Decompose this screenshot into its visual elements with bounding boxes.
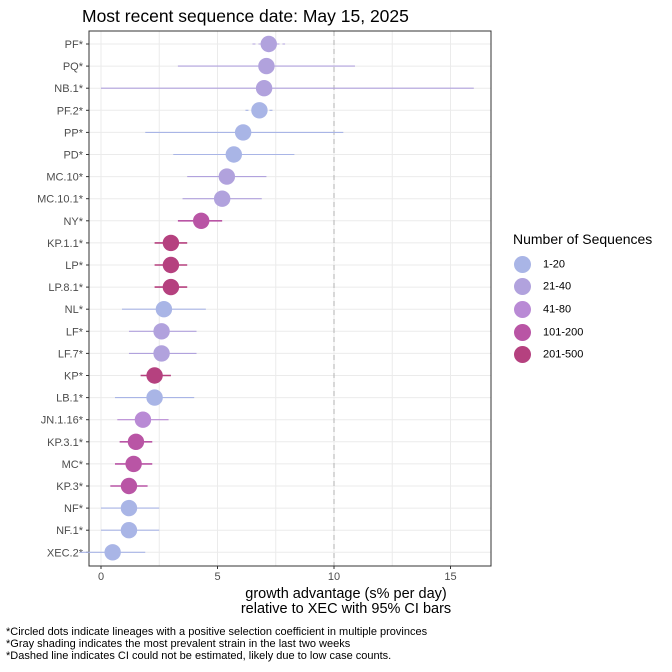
legend-item-41-80: 41-80 — [514, 301, 571, 318]
lineage-point — [251, 102, 268, 119]
x-tick-label: 15 — [444, 571, 456, 583]
y-tick-label: KP.3* — [56, 481, 83, 493]
legend-label-1-20: 1-20 — [543, 258, 566, 271]
y-tick-label: LF.7* — [58, 348, 84, 360]
y-tick-label: PF.2* — [57, 105, 84, 117]
y-tick-label: LP* — [65, 260, 83, 272]
legend-key-41-80 — [514, 301, 531, 318]
lineage-point — [155, 301, 173, 318]
x-tick-label: 0 — [98, 571, 104, 583]
y-tick-label: MC* — [62, 459, 84, 471]
legend-key-1-20 — [514, 256, 531, 273]
plot-panel-border — [88, 30, 492, 567]
footnote-gray-shading: *Gray shading indicates the most prevale… — [6, 638, 351, 650]
legend-item-101-200: 101-200 — [514, 324, 583, 341]
legend-label-101-200: 101-200 — [543, 326, 584, 339]
y-tick-label: XEC.2* — [47, 547, 84, 559]
legend-key-21-40 — [514, 278, 531, 295]
lineage-point — [146, 367, 163, 384]
lineage-point — [127, 433, 145, 450]
legend-item-21-40: 21-40 — [514, 278, 571, 295]
y-tick-label: NL* — [65, 304, 84, 316]
y-tick-label: PP* — [64, 127, 84, 139]
lineage-point — [162, 234, 180, 252]
lineage-point — [260, 35, 277, 53]
lineage-point — [234, 124, 252, 141]
lineage-point — [146, 389, 163, 406]
lineage-point — [125, 455, 142, 473]
y-tick-label: PF* — [65, 39, 84, 51]
lineage-point — [258, 57, 275, 75]
y-tick-label: PD* — [63, 150, 83, 162]
y-tick-label: NY* — [63, 216, 83, 228]
lineage-point — [120, 499, 138, 517]
y-tick-label: JN.1.16* — [41, 415, 84, 427]
y-tick-label: MC.10* — [46, 172, 83, 184]
y-tick-label: NF* — [64, 503, 84, 515]
footnote-dashed-line: *Dashed line indicates CI could not be e… — [6, 650, 392, 662]
lineage-point — [213, 190, 231, 207]
lineage-point — [120, 522, 138, 539]
footnote-circled-dots: *Circled dots indicate lineages with a p… — [6, 626, 428, 638]
legend-label-201-500: 201-500 — [543, 348, 584, 361]
x-tick-label: 5 — [214, 571, 220, 583]
legend-item-201-500: 201-500 — [514, 346, 583, 363]
x-axis-label-line1: growth advantage (s% per day) — [245, 586, 447, 602]
y-tick-label: NF.1* — [56, 525, 84, 537]
legend-key-101-200 — [514, 324, 531, 341]
legend-label-21-40: 21-40 — [543, 280, 572, 293]
lineage-point — [104, 544, 121, 561]
legend-title: Number of Sequences — [513, 231, 653, 247]
y-tick-label: KP* — [64, 371, 84, 383]
legend-item-1-20: 1-20 — [514, 256, 565, 273]
lineage-point — [225, 146, 243, 163]
y-tick-label: LB.1* — [56, 393, 84, 405]
legend-key-201-500 — [514, 346, 531, 363]
lineage-point — [153, 345, 170, 362]
chart-title: Most recent sequence date: May 15, 2025 — [82, 6, 409, 26]
y-tick-label: MC.10.1* — [37, 194, 84, 206]
y-tick-label: NB.1* — [54, 83, 83, 95]
y-tick-label: LF* — [66, 326, 84, 338]
legend-label-41-80: 41-80 — [543, 303, 572, 316]
lineage-point — [134, 411, 152, 428]
y-tick-label: LP.8.1* — [48, 282, 83, 294]
lineage-point — [162, 256, 180, 274]
y-tick-label: PQ* — [63, 61, 84, 73]
x-tick-label: 10 — [328, 571, 340, 583]
lineage-point — [153, 323, 170, 340]
y-tick-label: KP.3.1* — [47, 437, 84, 449]
lineage-point — [218, 168, 236, 185]
x-axis-label-line2: relative to XEC with 95% CI bars — [240, 601, 452, 617]
lineage-point — [162, 278, 180, 296]
lineage-point — [255, 80, 273, 97]
lineage-point — [120, 477, 138, 495]
lineage-point — [192, 212, 210, 229]
y-tick-label: KP.1.1* — [47, 238, 84, 250]
